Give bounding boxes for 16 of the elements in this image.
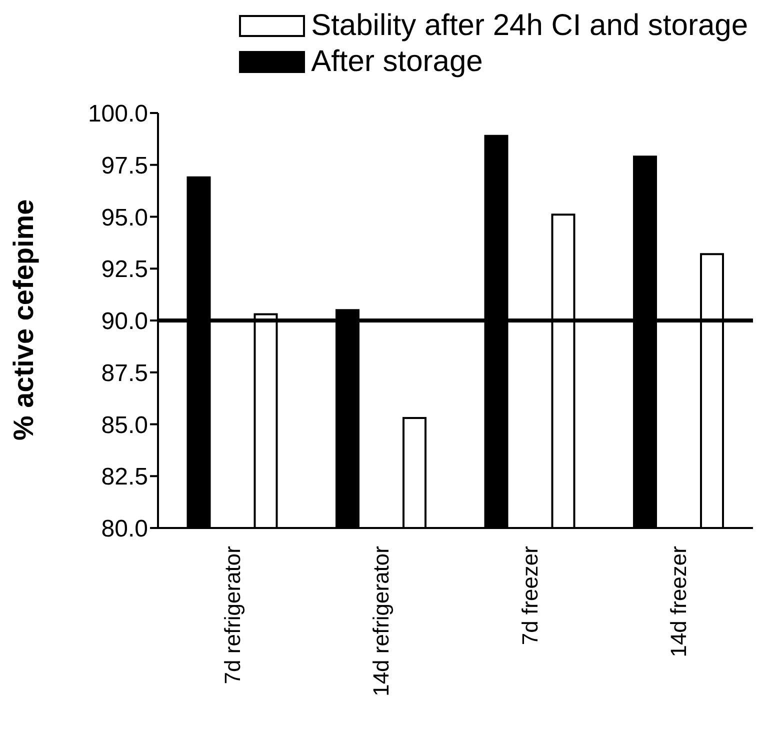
legend-label: Stability after 24h CI and storage: [311, 9, 748, 43]
y-axis-title: % active cefepime: [8, 199, 39, 440]
y-tick-label: 90.0: [101, 308, 148, 336]
y-tick-label: 92.5: [101, 256, 148, 284]
x-tick-label: 7d refrigerator: [220, 546, 245, 684]
y-tick-label: 97.5: [101, 152, 148, 180]
y-tick-label: 82.5: [101, 464, 148, 491]
y-tick-label: 87.5: [101, 360, 148, 387]
legend-label: After storage: [311, 45, 483, 79]
y-tick-label: 95.0: [101, 204, 148, 232]
x-tick-label: 14d refrigerator: [368, 546, 394, 696]
x-tick-label: 7d freezer: [517, 546, 542, 646]
y-tick-label: 100.0: [88, 100, 148, 128]
y-tick-label: 80.0: [101, 516, 148, 543]
y-tick-label: 85.0: [101, 412, 148, 439]
x-tick-label: 14d freezer: [666, 546, 692, 658]
